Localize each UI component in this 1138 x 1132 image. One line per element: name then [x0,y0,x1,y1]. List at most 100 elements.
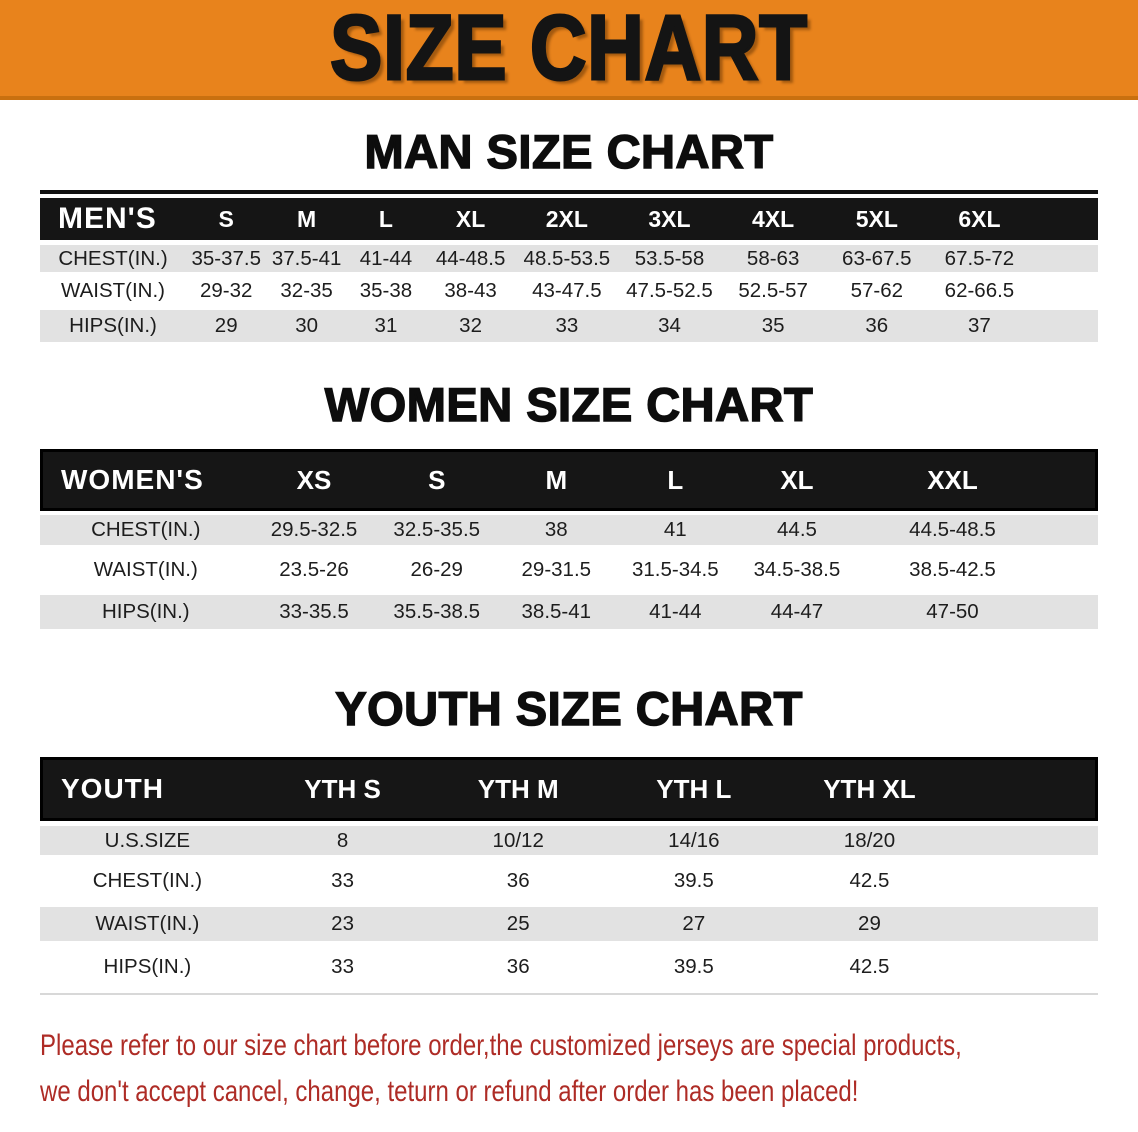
size-value-cell: 31 [346,310,426,345]
size-value-cell: 37.5-41 [266,240,347,275]
size-value-cell: 14/16 [606,821,782,864]
spacer-cell [1046,449,1098,511]
size-value-cell: 36 [824,310,929,345]
size-value-cell: 38.5-42.5 [858,553,1047,595]
size-value-cell: 57-62 [824,275,929,310]
size-value-cell: 52.5-57 [721,275,825,310]
size-value-cell: 32 [425,310,517,345]
youth-section: YOUTH SIZE CHART YOUTH YTH S YTH M YTH L… [0,682,1138,995]
men-size-col-l: L [346,198,426,240]
men-waist-row: WAIST(IN.) 29-32 32-35 35-38 38-43 43-47… [40,275,1098,310]
women-size-col-l: L [615,449,736,511]
women-hips-row: HIPS(IN.) 33-35.5 35.5-38.5 38.5-41 41-4… [40,595,1098,637]
youth-chest-row: CHEST(IN.) 33 36 39.5 42.5 [40,864,1098,907]
size-value-cell: 44.5-48.5 [858,511,1047,553]
spacer-cell [1030,240,1098,275]
size-value-cell: 33-35.5 [251,595,377,637]
size-value-cell: 29.5-32.5 [251,511,377,553]
women-size-col-m: M [497,449,616,511]
size-value-cell: 30 [266,310,347,345]
man-size-chart-heading: MAN SIZE CHART [364,125,774,179]
youth-table-title: YOUTH [40,757,255,821]
womens-header-row: WOMEN'S XS S M L XL XXL [40,449,1098,511]
size-value-cell: 33 [516,310,618,345]
size-value-cell: 41-44 [615,595,736,637]
row-label-ussize: U.S.SIZE [40,821,255,864]
men-size-col-s: S [186,198,267,240]
women-size-chart-heading: WOMEN SIZE CHART [324,378,814,432]
size-value-cell: 43-47.5 [516,275,618,310]
size-value-cell: 23 [254,907,431,950]
size-value-cell: 31.5-34.5 [615,553,736,595]
size-value-cell: 42.5 [781,864,958,907]
men-table-topline [40,190,1098,194]
size-value-cell: 38-43 [425,275,517,310]
size-value-cell: 18/20 [781,821,958,864]
size-value-cell: 10/12 [430,821,607,864]
row-label-chest: CHEST(IN.) [40,511,252,553]
size-value-cell: 63-67.5 [824,240,929,275]
women-waist-row: WAIST(IN.) 23.5-26 26-29 29-31.5 31.5-34… [40,553,1098,595]
size-value-cell: 44-47 [735,595,859,637]
spacer-cell [1046,553,1098,595]
row-label-waist: WAIST(IN.) [40,907,255,950]
mens-table-title: MEN'S [40,198,186,240]
women-section: WOMEN SIZE CHART WOMEN'S XS S M L XL XXL… [0,378,1138,637]
row-label-hips: HIPS(IN.) [40,950,255,993]
spacer-cell [1046,511,1098,553]
youth-ussize-row: U.S.SIZE 8 10/12 14/16 18/20 [40,821,1098,864]
disclaimer-line-1: Please refer to our size chart before or… [40,1029,962,1062]
men-size-col-3xl: 3XL [617,198,722,240]
size-value-cell: 34 [617,310,722,345]
size-value-cell: 25 [430,907,607,950]
size-value-cell: 48.5-53.5 [516,240,618,275]
spacer-cell [1030,275,1098,310]
size-value-cell: 29-31.5 [497,553,616,595]
row-label-waist: WAIST(IN.) [40,553,252,595]
size-value-cell: 27 [606,907,782,950]
size-value-cell: 41-44 [346,240,426,275]
size-value-cell: 29 [781,907,958,950]
size-value-cell: 35.5-38.5 [376,595,498,637]
men-size-col-6xl: 6XL [928,198,1031,240]
men-size-col-4xl: 4XL [721,198,825,240]
disclaimer-note: Please refer to our size chart before or… [40,1023,1138,1115]
womens-size-table: WOMEN'S XS S M L XL XXL CHEST(IN.) 29.5-… [40,449,1098,637]
men-size-col-2xl: 2XL [516,198,618,240]
women-size-col-s: S [376,449,498,511]
youth-size-col-s: YTH S [254,757,431,821]
size-value-cell: 38 [497,511,616,553]
size-value-cell: 35 [721,310,825,345]
size-value-cell: 35-38 [346,275,426,310]
spacer-cell [1030,310,1098,345]
spacer-cell [957,821,1098,864]
women-size-col-xs: XS [251,449,377,511]
men-size-col-5xl: 5XL [824,198,929,240]
men-size-col-xl: XL [425,198,517,240]
size-value-cell: 47-50 [858,595,1047,637]
size-value-cell: 35-37.5 [186,240,267,275]
size-value-cell: 8 [254,821,431,864]
womens-table-title: WOMEN'S [40,449,252,511]
row-label-hips: HIPS(IN.) [40,310,186,345]
size-value-cell: 47.5-52.5 [617,275,722,310]
youth-size-table: YOUTH YTH S YTH M YTH L YTH XL U.S.SIZE … [40,757,1098,993]
row-label-chest: CHEST(IN.) [40,864,255,907]
size-value-cell: 37 [928,310,1031,345]
men-chest-row: CHEST(IN.) 35-37.5 37.5-41 41-44 44-48.5… [40,240,1098,275]
size-value-cell: 67.5-72 [928,240,1031,275]
size-value-cell: 62-66.5 [928,275,1031,310]
size-value-cell: 42.5 [781,950,958,993]
banner-title: SIZE CHART [329,0,808,100]
youth-size-chart-heading: YOUTH SIZE CHART [334,682,803,736]
row-label-chest: CHEST(IN.) [40,240,186,275]
size-value-cell: 36 [430,864,607,907]
size-value-cell: 33 [254,950,431,993]
youth-table-bottomline [40,993,1098,995]
size-value-cell: 29 [186,310,267,345]
size-value-cell: 34.5-38.5 [735,553,859,595]
youth-waist-row: WAIST(IN.) 23 25 27 29 [40,907,1098,950]
spacer-cell [957,907,1098,950]
size-value-cell: 44.5 [735,511,859,553]
men-hips-row: HIPS(IN.) 29 30 31 32 33 34 35 36 37 [40,310,1098,345]
